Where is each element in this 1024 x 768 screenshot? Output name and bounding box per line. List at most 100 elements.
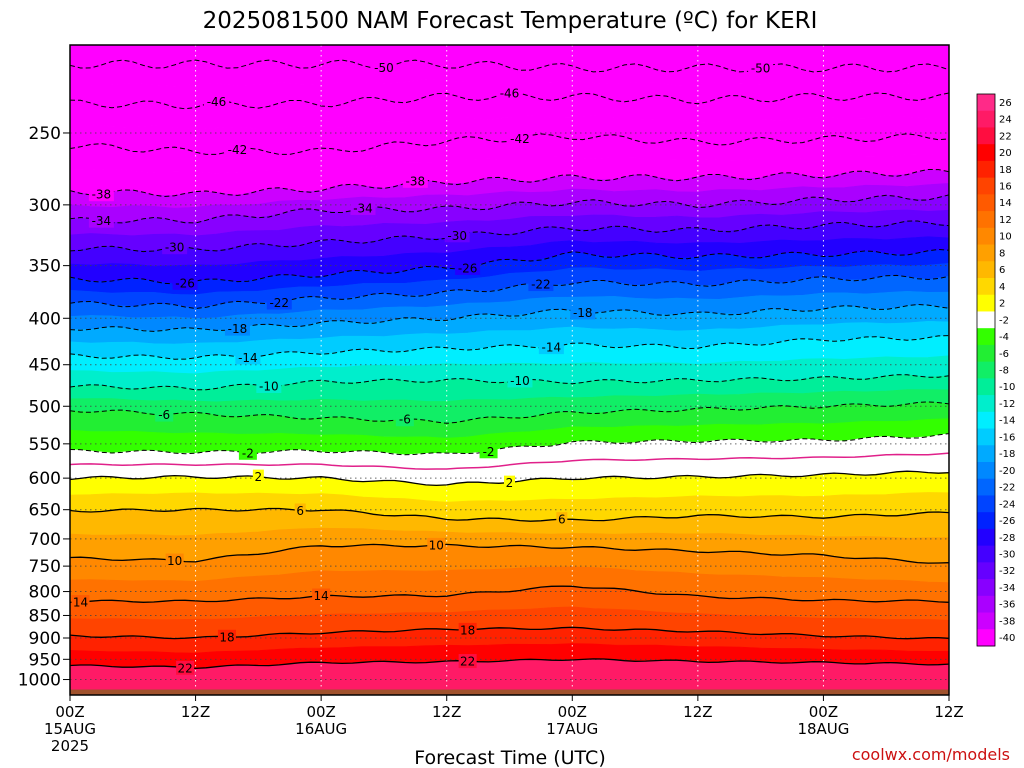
isotherm-label: 22 [460,655,475,669]
isotherm-label-bg [235,350,261,365]
y-tick-label: 850 [29,606,61,626]
colorbar-swatch [977,194,995,212]
colorbar-label: 8 [999,248,1005,259]
colorbar-label: -8 [999,366,1009,377]
isotherm-label-bg [172,275,198,290]
colorbar-swatch [977,411,995,430]
colorbar-label: -2 [999,315,1009,326]
chart-title: 2025081500 NAM Forecast Temperature (ºC)… [203,8,818,34]
colorbar-label: -38 [999,616,1015,627]
colorbar-swatch [977,462,995,480]
isotherm-label-bg [266,295,292,310]
isotherm-line [70,543,949,564]
isotherm-label-bg [556,512,568,527]
isotherm-label: -22 [269,296,289,310]
isotherm-label-bg [504,475,515,490]
colorbar-swatch [977,545,995,563]
isotherm-label: 18 [219,630,234,644]
isotherm-line [70,220,949,253]
isotherm-label: -26 [458,261,478,275]
colorbar-label: -28 [999,533,1015,544]
isotherm-label: -46 [500,87,520,101]
isotherm-label-bg [444,228,470,243]
y-tick-label: 250 [29,124,61,144]
colorbar-label: -12 [999,399,1015,410]
colorbar-swatch [977,579,995,597]
isotherm-label-bg [528,277,554,292]
isotherm-label-bg [71,595,90,610]
colorbar-swatch [977,94,995,112]
x-tick-label: 12Z [181,703,210,721]
y-tick-label: 450 [29,356,61,376]
isotherm-label: 2 [506,476,514,490]
colorbar-label: -20 [999,466,1015,477]
isotherm-label-bg [458,654,477,669]
colorbar-swatch [977,445,995,463]
y-tick-label: 500 [29,397,61,417]
isotherm-label: -50 [374,61,394,75]
colorbar-label: 12 [999,215,1012,226]
temperature-fill [70,45,949,695]
colorbar-swatch [977,244,995,262]
x-tick-year: 2025 [51,737,89,755]
x-tick-label: 12Z [683,703,712,721]
colorbar-swatch [977,528,995,547]
colorbar-label: -14 [999,416,1015,427]
isotherm-label: 18 [460,623,475,637]
colorbar-label: -26 [999,516,1015,527]
isotherm-label: -6 [158,408,170,422]
isotherm-line [70,59,949,73]
isotherm-label: -22 [531,278,551,292]
isotherm-label: 2 [255,470,263,484]
colorbar-label: -22 [999,483,1015,494]
isotherm-label: 14 [314,589,329,603]
x-tick-date: 16AUG [295,720,347,738]
isotherm-label: -26 [175,276,195,290]
colorbar-label: 2 [999,299,1005,310]
isotherm-label: 22 [177,661,192,675]
colorbar-label: -10 [999,382,1015,393]
x-tick-label: 00Z [809,703,838,721]
y-tick-label: 300 [29,196,61,216]
grid [70,45,949,695]
isotherm-label-bg [507,131,533,146]
colorbar-label: -16 [999,432,1015,443]
isotherm-label: -50 [751,62,771,76]
colorbar-swatch [977,512,995,530]
colorbar-label: -6 [999,349,1009,360]
x-tick-label: 12Z [934,703,963,721]
isotherm-label: 10 [429,538,444,552]
ground-surface [70,689,949,695]
colorbar-label: 26 [999,98,1012,109]
isotherm-label: 14 [73,596,88,610]
isotherm-label: -10 [510,374,530,388]
isotherm-line [70,658,949,670]
isotherm-line [70,133,949,155]
isotherm-label-bg [479,444,498,459]
isotherm-label: -14 [542,341,562,355]
y-tick-label: 350 [29,257,61,277]
y-tick-label: 550 [29,435,61,455]
isotherm-labels: -50 -50-46-46-42-42-38-38-34-34-30-30-26-… [71,60,774,675]
isotherm-line [70,401,949,424]
isotherm-label-bg [256,378,282,393]
x-tick-date: 17AUG [546,720,598,738]
isotherm-label: -38 [92,188,112,202]
colorbar-label: -30 [999,550,1015,561]
colorbar-swatch [977,562,995,580]
isotherm-label-bg [455,260,481,275]
y-tick-label: 900 [29,629,61,649]
y-tick-label: 600 [29,469,61,489]
colorbar-frame [976,93,996,647]
isotherm-label-bg [204,94,229,109]
isotherm-label-bg [748,61,774,76]
isotherm-label-bg [402,173,428,188]
colorbar-swatch [977,612,995,630]
y-tick-label: 950 [29,650,61,670]
y-tick-label: 700 [29,530,61,550]
isotherm-line [70,585,949,603]
isotherm-label: -34 [353,201,373,215]
freezing-line [70,452,949,470]
isotherm-line [70,303,949,332]
colorbar-label: -36 [999,600,1015,611]
